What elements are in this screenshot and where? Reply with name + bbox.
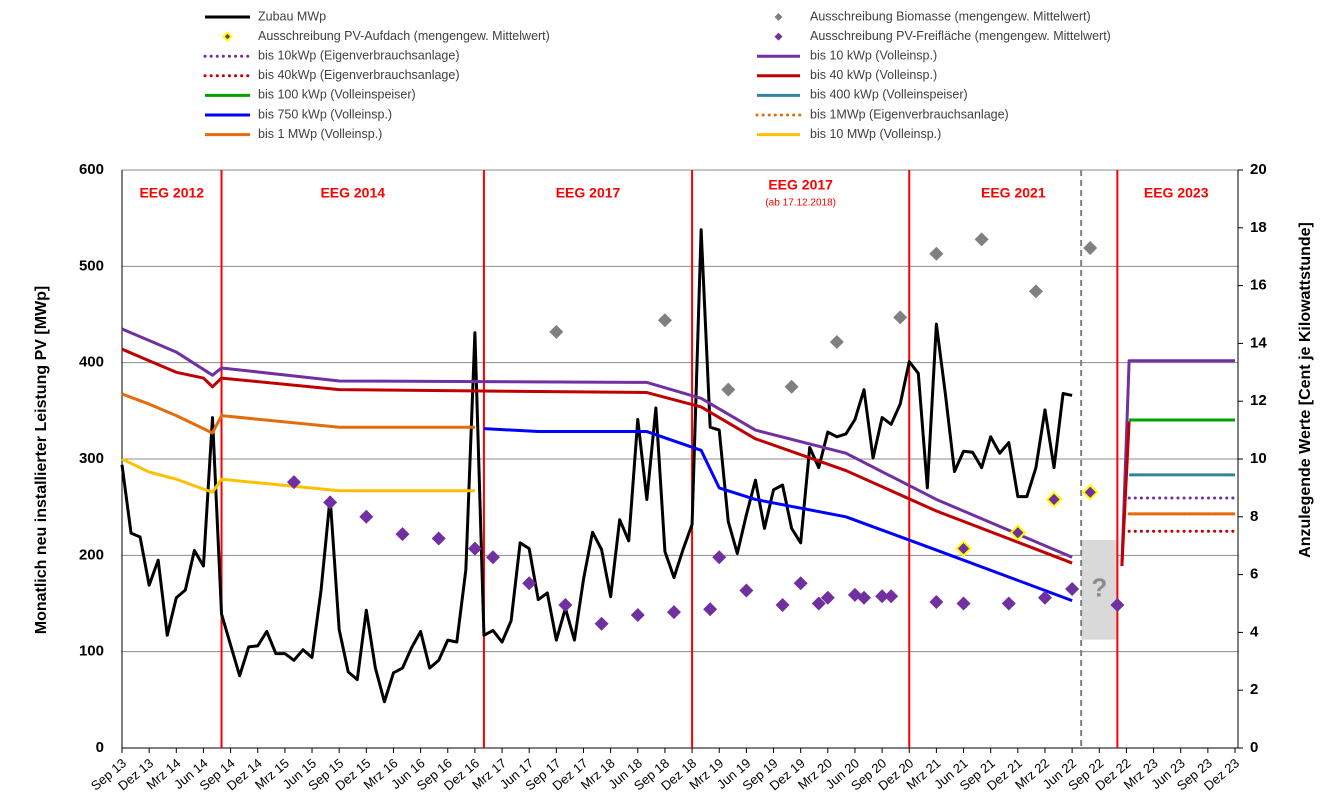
- series-marker: [323, 495, 338, 510]
- series-marker: [558, 597, 573, 612]
- series-marker: [929, 595, 944, 610]
- y2-tick-label: 16: [1250, 277, 1267, 294]
- series-marker: [1110, 597, 1125, 612]
- y2-tick-label: 10: [1250, 450, 1267, 467]
- unknown-label: ?: [1091, 573, 1107, 603]
- series-marker: [793, 576, 808, 591]
- series-marker: [1028, 284, 1043, 299]
- series-marker: [721, 382, 736, 397]
- series-marker: [875, 589, 890, 604]
- period-label: EEG 2014: [320, 185, 385, 201]
- series-marker: [712, 550, 727, 565]
- legend-label: bis 400 kWp (Volleinspeiser): [810, 88, 968, 102]
- y2-tick-label: 4: [1250, 623, 1259, 640]
- series-marker: [467, 541, 482, 556]
- legend-label: bis 10kWp (Eigenverbrauchsanlage): [258, 48, 460, 62]
- y2-tick-label: 14: [1250, 334, 1267, 351]
- series-marker: [955, 540, 972, 558]
- period-label: EEG 2021: [981, 185, 1046, 201]
- series-marker: [286, 475, 301, 490]
- legend-label: Ausschreibung PV-Freifläche (mengengew. …: [810, 29, 1111, 43]
- legend-label: bis 10 kWp (Volleinsp.): [810, 48, 937, 62]
- y-tick-label: 500: [79, 257, 104, 274]
- series-marker: [1083, 241, 1098, 256]
- series-line: [121, 327, 1235, 566]
- y2-tick-label: 8: [1250, 508, 1258, 525]
- series-marker: [829, 334, 844, 349]
- series-marker: [1009, 524, 1027, 542]
- series-marker: [784, 379, 799, 394]
- legend-label: bis 10 MWp (Volleinsp.): [810, 127, 941, 141]
- series-marker: [1065, 582, 1080, 597]
- series-marker: [703, 602, 718, 617]
- y-tick-label: 200: [79, 546, 104, 563]
- y2-tick-label: 20: [1250, 161, 1267, 178]
- y2-tick-label: 18: [1250, 219, 1267, 236]
- series-marker: [1037, 590, 1052, 605]
- series-marker: [630, 608, 645, 623]
- y2-tick-label: 6: [1250, 566, 1258, 583]
- series-marker: [820, 590, 835, 605]
- series-marker: [1081, 483, 1099, 501]
- series-line: [121, 392, 1235, 516]
- series-marker: [666, 605, 681, 620]
- legend-label: bis 1MWp (Eigenverbrauchsanlage): [810, 107, 1009, 121]
- legend-label: Ausschreibung PV-Aufdach (mengengew. Mit…: [258, 29, 550, 43]
- series-marker: [974, 232, 989, 247]
- y2-tick-label: 12: [1250, 392, 1267, 409]
- period-label: EEG 2012: [139, 185, 204, 201]
- series-marker: [395, 527, 410, 542]
- y-tick-label: 0: [96, 739, 104, 756]
- period-label: EEG 2017: [556, 185, 621, 201]
- legend-label: Ausschreibung Biomasse (mengengew. Mitte…: [810, 9, 1091, 23]
- y-tick-label: 600: [79, 161, 104, 178]
- series-marker: [1001, 596, 1016, 611]
- series-marker: [431, 531, 446, 546]
- y-tick-label: 400: [79, 354, 104, 371]
- y2-tick-label: 0: [1250, 739, 1258, 756]
- series-marker: [929, 246, 944, 261]
- legend-label: bis 100 kWp (Volleinspeiser): [258, 88, 416, 102]
- series-line: [121, 347, 1131, 567]
- series-line: [483, 427, 1073, 603]
- series-marker: [893, 310, 908, 325]
- y2-axis-title: Anzulegende Werte [Cent je Kilowattstund…: [1297, 222, 1314, 558]
- series-marker: [657, 313, 672, 328]
- y2-tick-label: 2: [1250, 681, 1258, 698]
- period-label: EEG 2017: [768, 177, 833, 193]
- period-label: EEG 2023: [1144, 185, 1209, 201]
- legend-label: bis 1 MWp (Volleinsp.): [258, 127, 382, 141]
- series-marker: [359, 509, 374, 524]
- series-marker: [522, 576, 537, 591]
- legend-label: bis 40kWp (Eigenverbrauchsanlage): [258, 68, 460, 82]
- series-line: [121, 457, 475, 494]
- series-marker: [857, 590, 871, 605]
- legend-label: bis 40 kWp (Volleinsp.): [810, 68, 937, 82]
- series-marker: [486, 550, 500, 565]
- series-marker: [1045, 491, 1063, 508]
- y-tick-label: 300: [79, 450, 104, 467]
- series-line: [120, 228, 1073, 704]
- series-marker: [549, 324, 564, 339]
- legend-label: Zubau MWp: [258, 9, 326, 23]
- legend-symbol: [774, 32, 783, 41]
- series-marker: [884, 589, 899, 604]
- legend-label: bis 750 kWp (Volleinsp.): [258, 107, 392, 121]
- series-marker: [775, 597, 790, 612]
- series-marker: [739, 583, 754, 598]
- legend-symbol: [774, 13, 783, 21]
- period-note: (ab 17.12.2018): [765, 198, 836, 209]
- y-tick-label: 100: [79, 643, 104, 660]
- unknown-box: [1081, 539, 1118, 640]
- legend-symbol: [222, 31, 233, 43]
- series-marker: [811, 596, 826, 611]
- series-marker: [956, 596, 971, 611]
- series-marker: [594, 616, 609, 631]
- y-axis-title: Monatlich neu installierter Leistung PV …: [33, 286, 50, 634]
